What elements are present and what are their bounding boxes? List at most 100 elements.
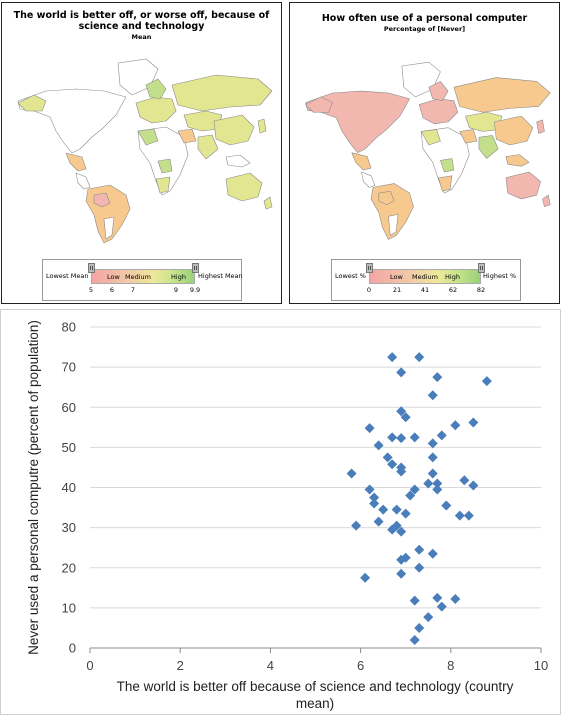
data-point — [414, 544, 425, 555]
east-africa — [157, 158, 173, 174]
data-points — [346, 352, 492, 645]
mexico — [65, 152, 87, 172]
southeast-asia — [505, 154, 530, 167]
data-point — [396, 526, 407, 537]
map-panel-computer: How often use of a personal computer Per… — [289, 2, 560, 304]
legend-min-handle[interactable] — [366, 263, 373, 273]
data-point — [346, 468, 357, 479]
data-point — [468, 480, 479, 491]
legend-low-label: Lowest Mean — [46, 272, 89, 280]
russia — [453, 77, 551, 113]
data-point — [387, 459, 398, 470]
legend-max-handle[interactable] — [478, 263, 485, 273]
legend-gradient-bar — [369, 269, 481, 284]
data-point — [396, 406, 407, 417]
europe — [418, 98, 459, 125]
map-title: How often use of a personal computer — [321, 13, 528, 24]
x-tick-label: 6 — [357, 658, 364, 673]
x-tick-label: 8 — [447, 658, 454, 673]
east-africa — [440, 158, 455, 173]
y-tick-label: 20 — [62, 560, 76, 575]
map-panel-science: The world is better off, or worse off, b… — [1, 2, 282, 304]
x-tick-labels: 0 2 4 6 8 10 — [86, 658, 548, 673]
alaska — [17, 94, 47, 112]
y-tick-label: 60 — [62, 400, 76, 415]
legend-tick: 9 — [173, 286, 179, 294]
middle-east — [177, 128, 197, 144]
data-point — [432, 592, 443, 603]
mexico — [351, 152, 372, 171]
legend-low-label: Lowest % — [335, 272, 366, 280]
legend-tick: 6 — [109, 286, 115, 294]
china — [494, 115, 534, 146]
data-point — [423, 612, 434, 623]
y-axis-title: Never used a personal computre (percent … — [26, 320, 41, 655]
colombia — [93, 192, 111, 208]
map-legend: Lowest Mean Low Medium High Highest Mean… — [42, 259, 243, 301]
new-zealand — [263, 196, 273, 210]
y-tick-label: 80 — [62, 320, 76, 335]
south-africa — [438, 175, 453, 192]
map-subtitle: Mean — [131, 33, 152, 41]
data-point — [409, 484, 420, 495]
map-title: The world is better off, or worse off, b… — [13, 10, 270, 32]
data-point — [459, 475, 470, 486]
x-tick-label: 2 — [177, 658, 184, 673]
data-point — [414, 562, 425, 573]
x-tick-label: 0 — [86, 658, 93, 673]
legend-high-label: Highest % — [483, 272, 517, 280]
data-point — [396, 367, 407, 378]
y-tick-label: 0 — [69, 641, 76, 656]
data-point — [414, 622, 425, 633]
legend-max-handle[interactable] — [192, 263, 199, 273]
argentina — [103, 216, 115, 240]
y-tick-label: 10 — [62, 600, 76, 615]
data-point — [364, 484, 375, 495]
legend-band-high: High — [171, 272, 186, 281]
y-tick-label: 50 — [62, 440, 76, 455]
data-point — [423, 478, 434, 489]
data-point — [463, 510, 474, 521]
data-point — [369, 492, 380, 503]
legend-band-medium: Medium — [125, 272, 151, 281]
scandinavia — [428, 81, 449, 101]
data-point — [400, 508, 411, 519]
data-point — [427, 390, 438, 401]
japan — [257, 118, 267, 134]
data-point — [391, 520, 402, 531]
world-map — [17, 58, 273, 244]
legend-band-low: Low — [390, 272, 403, 281]
europe — [135, 96, 177, 124]
legend-high-label: Highest Mean — [198, 272, 243, 280]
y-tick-label: 70 — [62, 360, 76, 375]
legend-band-low: Low — [107, 272, 120, 281]
data-point — [396, 466, 407, 477]
data-point — [454, 510, 465, 521]
morocco — [420, 129, 441, 146]
data-point — [382, 452, 393, 463]
data-point — [409, 634, 420, 645]
x-tick-label: 10 — [534, 658, 548, 673]
map-legend: Lowest % Low Medium High Highest % 0 21 … — [331, 259, 521, 301]
data-point — [481, 376, 492, 387]
southeast-asia — [225, 154, 251, 168]
legend-tick: 5 — [88, 286, 94, 294]
new-zealand — [542, 194, 551, 207]
data-point — [373, 440, 384, 451]
data-point — [396, 433, 407, 444]
morocco — [137, 128, 159, 146]
legend-min-handle[interactable] — [88, 263, 95, 273]
axes — [89, 647, 542, 653]
data-point — [387, 524, 398, 535]
data-point — [396, 568, 407, 579]
data-point — [400, 412, 411, 423]
india — [478, 135, 499, 159]
data-point — [364, 423, 375, 434]
south-africa — [155, 176, 171, 194]
north-america — [305, 90, 410, 153]
legend-tick: 41 — [420, 286, 430, 294]
japan — [536, 119, 545, 134]
legend-tick: 0 — [366, 286, 372, 294]
data-point — [450, 420, 461, 431]
india — [197, 134, 219, 160]
